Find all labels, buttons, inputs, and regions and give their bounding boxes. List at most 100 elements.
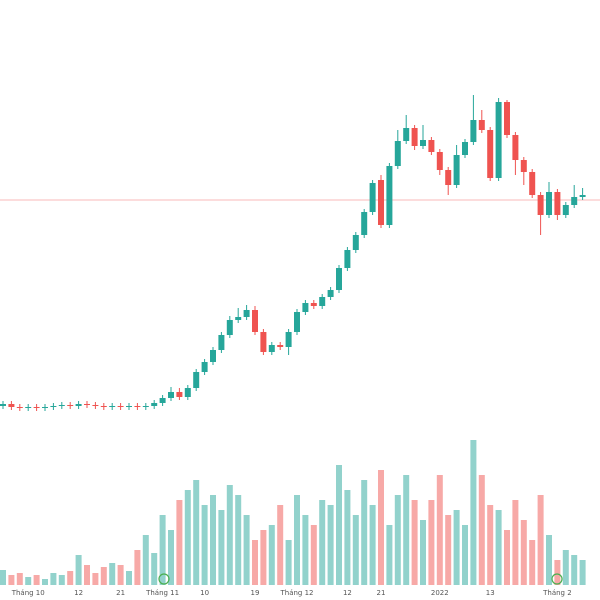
event-marker[interactable]: [551, 573, 563, 585]
candle-body: [571, 197, 578, 205]
volume-bar: [554, 560, 561, 585]
x-tick-label: 2022: [431, 589, 449, 597]
candle-body: [243, 310, 250, 317]
candle-body: [277, 345, 284, 347]
volume-bar: [126, 571, 132, 585]
volume-bar: [436, 475, 443, 585]
volume-bar: [453, 510, 460, 585]
volume-bar: [260, 530, 267, 585]
volume-bar: [504, 530, 510, 585]
candle-body: [378, 180, 384, 225]
volume-bar: [520, 520, 527, 585]
candle-body: [134, 406, 141, 407]
candle-body: [529, 172, 536, 195]
volume-bar: [420, 520, 426, 585]
volume-bar: [546, 535, 552, 585]
volume-bar: [487, 505, 494, 585]
volume-bar: [336, 465, 342, 585]
volume-bar: [285, 540, 292, 585]
volume-bar: [478, 475, 485, 585]
volume-bar: [50, 573, 57, 585]
volume-bar: [495, 510, 502, 585]
candle-body: [436, 152, 443, 170]
candle-body: [201, 362, 208, 372]
volume-bar: [42, 579, 48, 585]
volume-bar: [386, 525, 393, 585]
volume-bar: [579, 560, 586, 585]
event-marker[interactable]: [158, 573, 170, 585]
candle-body: [302, 303, 309, 312]
candle-body: [226, 320, 233, 335]
volume-bar: [218, 510, 225, 585]
candle-body: [8, 404, 15, 407]
volume-bar: [142, 535, 149, 585]
volume-bar: [33, 575, 40, 585]
candle-body: [260, 332, 267, 352]
volume-bar: [344, 490, 351, 585]
volume-bar: [176, 500, 183, 585]
plot: Tháng 10 12 21 Tháng 11 10 19 Tháng 12 12 21 2022…: [0, 95, 600, 597]
candle-body: [210, 350, 216, 362]
x-tick-label: Tháng 12: [279, 589, 313, 597]
volume-bar: [277, 505, 284, 585]
candle-body: [411, 128, 418, 146]
candle-body: [487, 130, 494, 178]
candle-body: [386, 166, 393, 225]
volume-bar: [302, 515, 309, 585]
candle-body: [235, 317, 242, 320]
volume-bar: [537, 495, 544, 585]
volume-bar: [319, 500, 326, 585]
volume-bar: [310, 525, 317, 585]
volume-bar: [184, 490, 191, 585]
volume-bar: [168, 530, 174, 585]
candle-body: [495, 102, 502, 178]
candle-body: [562, 205, 569, 215]
candle-body: [369, 183, 376, 212]
volume-bar: [159, 515, 166, 585]
x-tick-label: 19: [251, 589, 260, 597]
candle-body: [546, 192, 552, 215]
volume-bar: [109, 563, 116, 585]
candle-body: [58, 405, 65, 406]
candle-body: [42, 407, 48, 408]
candle-body: [0, 404, 6, 406]
candle-body: [554, 192, 561, 215]
volume-bar: [294, 495, 300, 585]
candle-body: [462, 142, 468, 155]
candle-body: [184, 388, 191, 397]
volume-bar: [92, 573, 99, 585]
candle-body: [117, 406, 124, 407]
x-tick-label: Tháng 10: [11, 589, 45, 597]
volume-bar: [117, 565, 124, 585]
candle-body: [109, 406, 116, 407]
candle-body: [75, 404, 82, 406]
candle-body: [470, 120, 477, 142]
candle-body: [252, 310, 258, 332]
x-tick-label: 12: [74, 589, 83, 597]
volume-bar: [8, 575, 15, 585]
volume-bar: [58, 575, 65, 585]
volume-bar: [151, 553, 158, 585]
volume-bar: [16, 573, 23, 585]
x-tick-label: 21: [116, 589, 125, 597]
candle-body: [310, 303, 317, 306]
candle-body: [142, 406, 149, 407]
volume-bar: [411, 500, 418, 585]
volume-bar: [226, 485, 233, 585]
volume-bar: [462, 525, 468, 585]
candle-body: [100, 406, 107, 407]
candle-body: [428, 140, 435, 152]
candle-body: [268, 345, 275, 352]
volume-bar: [529, 540, 536, 585]
volume-bar: [445, 515, 452, 585]
candle-body: [504, 102, 510, 135]
volume-bar: [100, 567, 107, 585]
volume-bar: [428, 500, 435, 585]
volume-bar: [201, 505, 208, 585]
candle-body: [445, 170, 452, 185]
candle-body: [352, 235, 359, 250]
volume-bar: [243, 515, 250, 585]
candle-body: [285, 332, 292, 347]
x-tick-label: 21: [377, 589, 386, 597]
candle-body: [403, 128, 410, 141]
